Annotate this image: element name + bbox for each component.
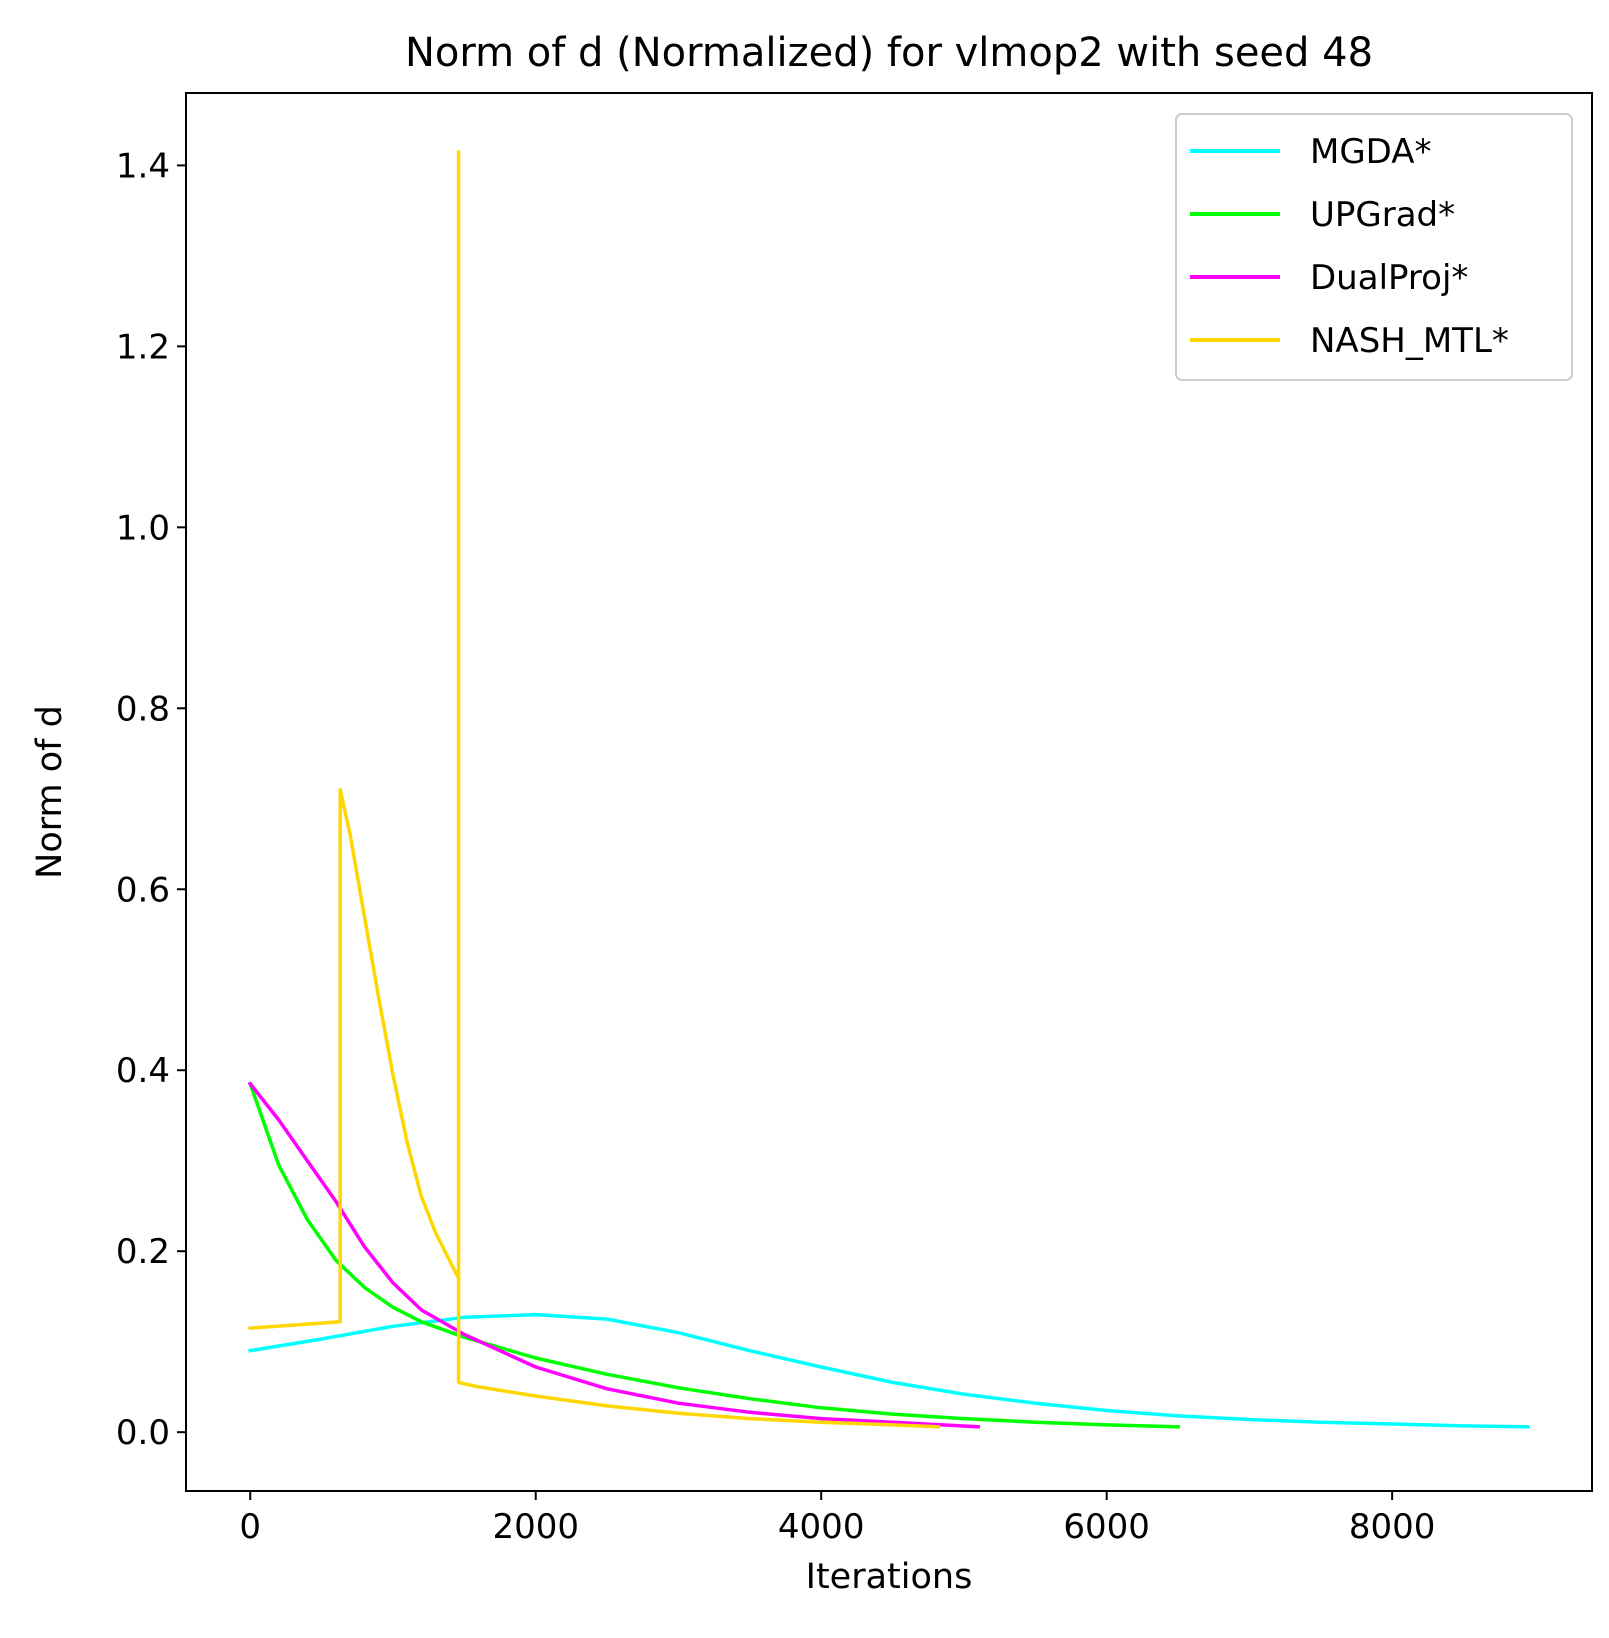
y-tick-label: 1.2 <box>116 327 170 367</box>
legend-box <box>1175 113 1573 381</box>
y-tick-label: 0.4 <box>116 1051 170 1091</box>
legend-label-dualproj: DualProj* <box>1310 258 1468 298</box>
x-tick-label: 2000 <box>492 1507 579 1547</box>
series-line-mgda <box>248 1312 1530 1429</box>
legend-label-mgda: MGDA* <box>1310 132 1432 172</box>
y-tick-label: 0.0 <box>116 1413 170 1453</box>
legend-label-nash-mtl: NASH_MTL* <box>1310 321 1509 361</box>
x-axis-title: Iterations <box>806 1557 973 1597</box>
series-line-dualproj <box>247 1081 981 1429</box>
chart-title: Norm of d (Normalized) for vlmop2 with s… <box>405 30 1373 76</box>
y-tick-label: 0.2 <box>116 1232 170 1272</box>
plot-frame <box>185 92 1593 1492</box>
x-tick-label: 4000 <box>778 1507 865 1547</box>
legend-label-upgrad: UPGrad* <box>1310 195 1455 235</box>
legend: MGDA* UPGrad* DualProj* NASH_MTL* <box>1175 113 1573 381</box>
x-tick-label: 8000 <box>1349 1507 1436 1547</box>
y-axis-title: Norm of d <box>30 705 70 879</box>
y-tick-label: 0.6 <box>116 870 170 910</box>
y-tick-label: 0.8 <box>116 689 170 729</box>
x-tick-label: 0 <box>239 1507 261 1547</box>
x-tick-label: 6000 <box>1063 1507 1150 1547</box>
y-tick-label: 1.4 <box>116 146 170 186</box>
y-tick-label: 1.0 <box>116 508 170 548</box>
y-axis: 0.0 0.2 0.4 0.6 0.8 1.0 1.2 1.4 <box>116 146 186 1453</box>
series-line-nash-mtl <box>248 150 941 1429</box>
series-line-upgrad <box>247 1081 1180 1429</box>
plot-area <box>247 150 1530 1429</box>
x-axis: 0 2000 4000 6000 8000 <box>239 1491 1435 1547</box>
